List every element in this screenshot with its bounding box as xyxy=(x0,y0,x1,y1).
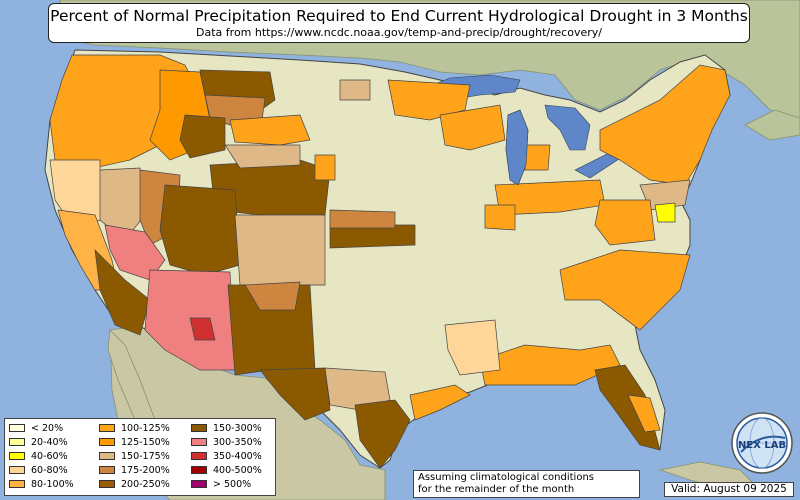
region-arizona-brown xyxy=(159,184,241,276)
legend-item: 150-300% xyxy=(191,422,262,434)
legend-label: 40-60% xyxy=(31,450,68,462)
map-title: Percent of Normal Precipitation Required… xyxy=(50,7,748,25)
region-illinois-orange xyxy=(484,204,516,231)
legend-swatch xyxy=(9,424,25,432)
region-newmexico-tan2 xyxy=(244,281,301,311)
legend-label: 100-125% xyxy=(121,422,170,434)
legend-swatch xyxy=(9,480,25,488)
logo-text: NEX LAB xyxy=(738,440,786,451)
region-texas-coast-orange xyxy=(409,384,471,421)
nexlab-logo: NEX LAB xyxy=(731,412,793,474)
region-west-texas-brown xyxy=(259,367,331,421)
lake-huron xyxy=(544,104,591,151)
region-newmexico-tan xyxy=(234,214,326,286)
nova-scotia xyxy=(744,109,800,141)
legend-label: 125-150% xyxy=(121,436,170,448)
region-carolinas-orange xyxy=(559,249,691,331)
legend-item: 150-175% xyxy=(99,450,170,462)
legend-swatch xyxy=(191,424,207,432)
legend-item: 20-40% xyxy=(9,436,68,448)
region-ndakota-tan xyxy=(339,79,371,101)
legend-item: 40-60% xyxy=(9,450,68,462)
legend-swatch xyxy=(99,424,115,432)
region-arizona-red xyxy=(189,317,216,341)
region-wyoming-orange xyxy=(229,114,311,146)
legend-label: 150-300% xyxy=(213,422,262,434)
legend-item: 125-150% xyxy=(99,436,170,448)
legend-label: < 20% xyxy=(31,422,64,434)
legend-item: > 500% xyxy=(191,478,251,490)
region-michigan-orange xyxy=(524,144,551,171)
region-south-texas-brown xyxy=(354,399,411,469)
legend-swatch xyxy=(99,466,115,474)
legend-label: > 500% xyxy=(213,478,252,490)
region-nebraska-brown xyxy=(329,224,416,249)
region-wyoming-brown xyxy=(179,114,226,159)
region-virginia-orange xyxy=(594,199,656,246)
assumption-note-line2: for the remainder of the month xyxy=(418,484,575,495)
legend-swatch xyxy=(99,452,115,460)
legend-swatch xyxy=(9,438,25,446)
map-subtitle: Data from https://www.ncdc.noaa.gov/temp… xyxy=(196,26,602,39)
lake-michigan-top xyxy=(505,109,529,186)
legend-label: 200-250% xyxy=(121,478,170,490)
valid-date: Valid: August 09 2025 xyxy=(671,483,787,495)
title-box: Percent of Normal Precipitation Required… xyxy=(48,3,750,43)
region-arizona-pink xyxy=(144,269,236,371)
region-maryland-yellow xyxy=(654,202,676,223)
legend-swatch xyxy=(99,480,115,488)
legend-item: 80-100% xyxy=(9,478,74,490)
legend-item: 300-350% xyxy=(191,436,262,448)
legend-label: 60-80% xyxy=(31,464,68,476)
legend-item: 350-400% xyxy=(191,450,262,462)
region-nebraska-tan xyxy=(329,209,396,229)
legend-item: < 20% xyxy=(9,422,63,434)
legend-label: 350-400% xyxy=(213,450,262,462)
legend-swatch xyxy=(191,480,207,488)
legend-item: 400-500% xyxy=(191,464,262,476)
legend-swatch xyxy=(191,466,207,474)
legend-swatch xyxy=(191,452,207,460)
legend-swatch xyxy=(9,452,25,460)
legend-item: 175-200% xyxy=(99,464,170,476)
region-socal-brown xyxy=(94,249,151,336)
valid-date-box: Valid: August 09 2025 xyxy=(664,482,794,497)
region-colorado-tan xyxy=(224,144,301,169)
legend-label: 300-350% xyxy=(213,436,262,448)
legend-item: 100-125% xyxy=(99,422,170,434)
legend-label: 175-200% xyxy=(121,464,170,476)
legend: < 20% 20-40% 40-60% 60-80% 80-100% 100-1… xyxy=(4,418,276,496)
region-wisconsin-orange xyxy=(439,104,506,151)
legend-swatch xyxy=(99,438,115,446)
logo-swoosh xyxy=(740,435,786,453)
legend-label: 80-100% xyxy=(31,478,74,490)
legend-label: 20-40% xyxy=(31,436,68,448)
assumption-note-line1: Assuming climatological conditions xyxy=(418,472,594,483)
region-gulf-coast-orange xyxy=(479,344,621,386)
region-kansas-orange xyxy=(314,154,336,181)
legend-swatch xyxy=(9,466,25,474)
legend-label: 150-175% xyxy=(121,450,170,462)
legend-label: 400-500% xyxy=(213,464,262,476)
legend-item: 200-250% xyxy=(99,478,170,490)
legend-swatch xyxy=(191,438,207,446)
assumption-note: Assuming climatological conditions for t… xyxy=(413,470,640,498)
region-mississippi-lightorange xyxy=(444,319,501,376)
legend-item: 60-80% xyxy=(9,464,68,476)
region-northeast-orange xyxy=(599,64,731,186)
region-florida-orange xyxy=(627,394,661,433)
